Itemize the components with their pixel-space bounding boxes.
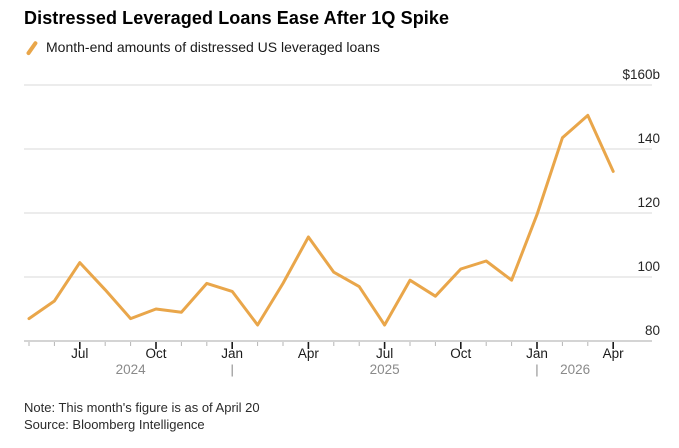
- chart-legend: Month-end amounts of distressed US lever…: [24, 39, 380, 55]
- legend-label: Month-end amounts of distressed US lever…: [46, 39, 380, 55]
- chart-title: Distressed Leveraged Loans Ease After 1Q…: [24, 8, 450, 28]
- chart-footnotes: Note: This month's figure is as of April…: [24, 399, 260, 433]
- chart-note: Note: This month's figure is as of April…: [24, 400, 260, 415]
- chart-source: Source: Bloomberg Intelligence: [24, 417, 205, 432]
- loan-series-line: [27, 113, 615, 327]
